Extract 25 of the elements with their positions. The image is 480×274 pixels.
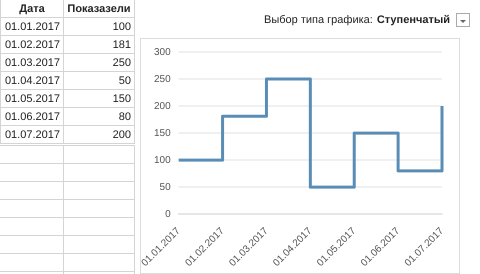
y-tick-label: 250 [154, 74, 172, 85]
y-tick-label: 300 [154, 46, 172, 58]
category-label: 01.06.2017 [4, 110, 60, 122]
text: 80 [64, 108, 134, 126]
text: 50 [64, 72, 134, 90]
y-tick-label: 50 [160, 182, 172, 193]
category-label: 01.01.2017 [4, 20, 60, 32]
category-label: 01.03.2017 [4, 56, 60, 68]
category-label: 01.05.2017 [4, 92, 60, 104]
category-label: 01.02.2017 [4, 38, 60, 50]
text: 181 [64, 36, 134, 54]
category-label: 01.04.2017 [4, 74, 60, 86]
category-label: 01.07.2017 [4, 128, 60, 140]
text: 250 [64, 54, 134, 72]
text: 150 [64, 90, 134, 108]
text: 200 [64, 126, 134, 144]
text: Показазели [64, 0, 134, 18]
text: Выбор типа графика: [264, 14, 373, 26]
y-tick-label: 0 [165, 208, 172, 220]
text: Дата [0, 0, 64, 18]
y-tick-label: 100 [154, 154, 172, 166]
y-tick-label: 150 [154, 128, 172, 139]
text: 100 [64, 18, 134, 36]
y-tick-label: 200 [154, 100, 172, 112]
text: Ступенчатый [376, 14, 450, 26]
